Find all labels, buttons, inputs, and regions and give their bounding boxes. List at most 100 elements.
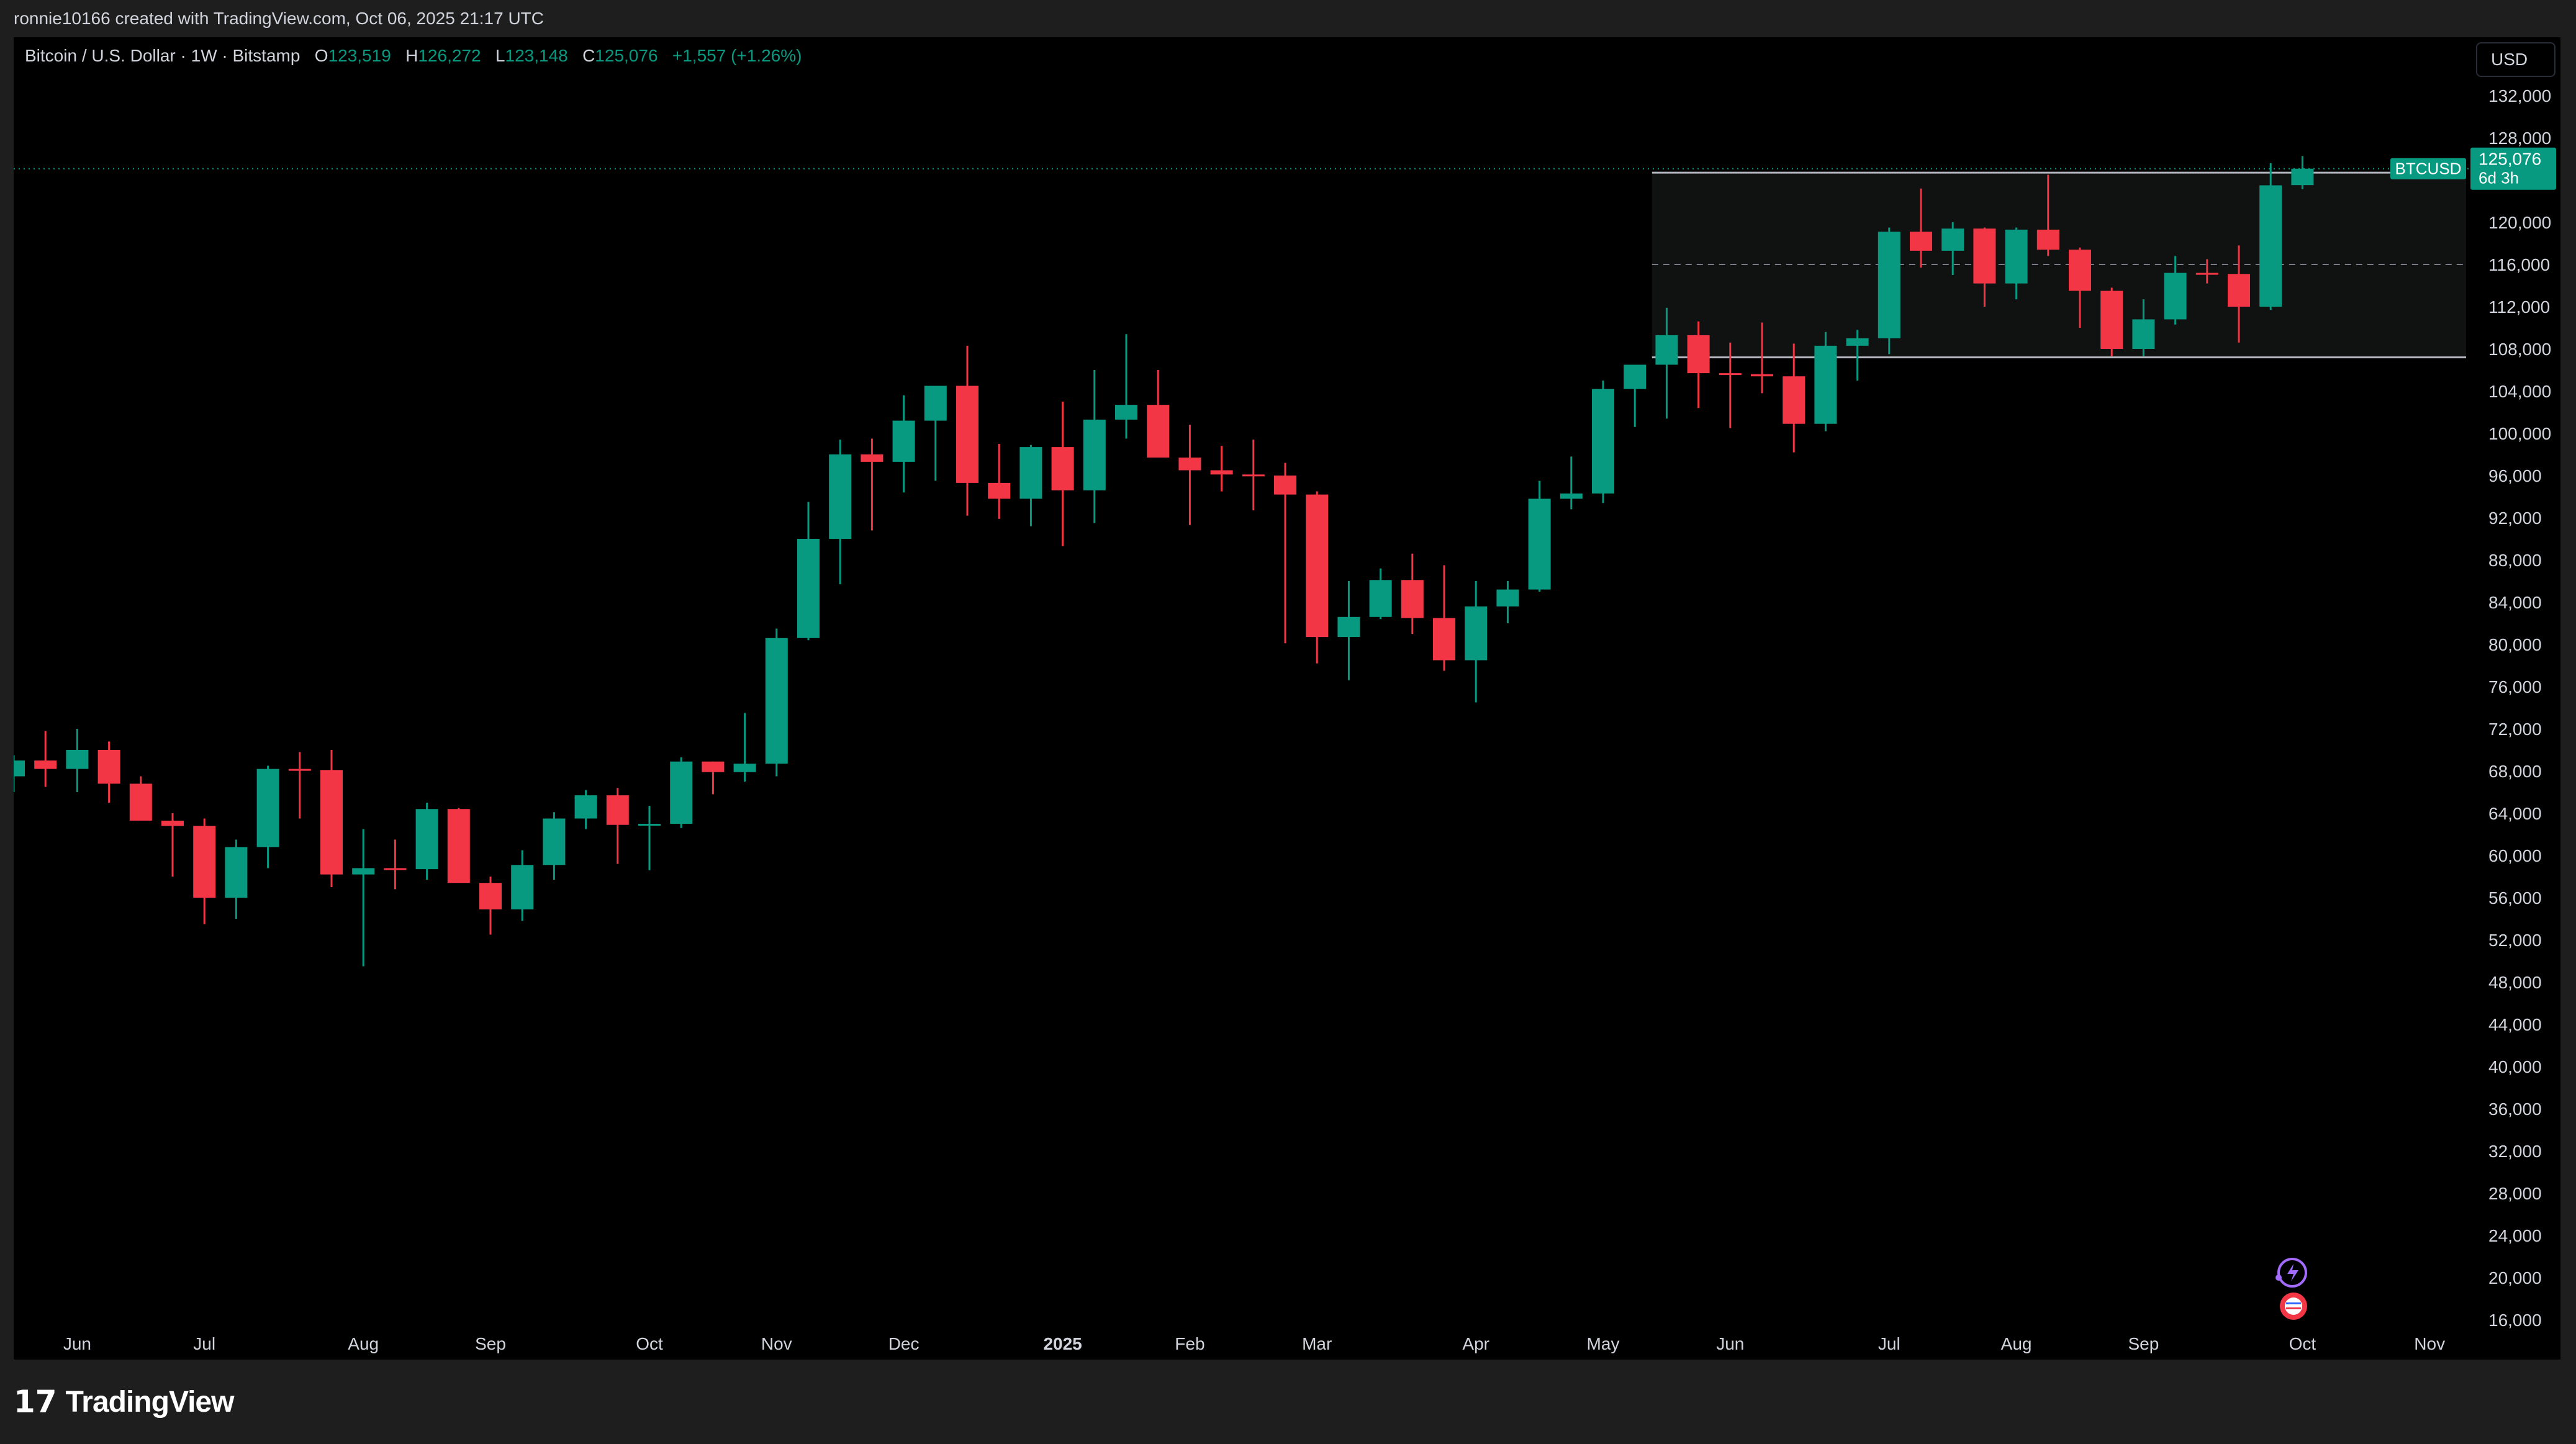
candle[interactable] (1306, 491, 1329, 664)
candle[interactable] (2100, 287, 2123, 356)
candle[interactable] (225, 839, 248, 919)
symbol-legend[interactable]: Bitcoin / U.S. Dollar · 1W · Bitstamp O1… (25, 46, 802, 66)
candle[interactable] (511, 850, 534, 921)
candle[interactable] (1687, 321, 1710, 408)
candle[interactable] (733, 713, 756, 782)
candle-body (702, 761, 725, 772)
candle[interactable] (543, 812, 566, 880)
candle[interactable] (256, 765, 279, 869)
candle[interactable] (2036, 174, 2059, 256)
time-tick-label: Mar (1302, 1334, 1332, 1353)
candle[interactable] (2228, 245, 2250, 343)
candle[interactable] (670, 757, 693, 828)
time-tick-label: Jul (193, 1334, 215, 1353)
candle[interactable] (797, 502, 820, 641)
candle-body (1783, 376, 1805, 424)
candle[interactable] (384, 839, 407, 890)
candle[interactable] (1496, 581, 1519, 623)
candle[interactable] (1973, 227, 1996, 307)
candle[interactable] (320, 750, 343, 887)
candle[interactable] (1178, 425, 1201, 525)
candle-body (797, 539, 820, 638)
chart-area[interactable]: 16,000 20,000 24,000 28,000 32,000 36,000 40,0… (14, 37, 2560, 1360)
candle[interactable] (1083, 370, 1106, 523)
candle[interactable] (2164, 256, 2187, 325)
price-tick-label: 24,000 (2488, 1226, 2542, 1245)
candle-body (479, 883, 502, 909)
candle[interactable] (2291, 156, 2314, 189)
candle[interactable] (1210, 446, 1233, 492)
candle[interactable] (2069, 247, 2091, 328)
candle[interactable] (1846, 330, 1869, 381)
price-tick-label: 88,000 (2488, 551, 2542, 570)
candle-body (1592, 389, 1614, 494)
last-price-tag[interactable] (2470, 147, 2556, 190)
candlestick-chart[interactable]: 16,000 20,000 24,000 28,000 32,000 36,000 40,0… (14, 37, 2560, 1360)
candle[interactable] (1560, 456, 1583, 510)
tradingview-logo[interactable]: 17 TradingView (14, 1383, 234, 1420)
candle[interactable] (66, 729, 89, 792)
candle[interactable] (2195, 259, 2218, 284)
candle[interactable] (1592, 381, 1614, 503)
currency-button[interactable]: USD (2476, 42, 2556, 77)
candle[interactable] (638, 806, 661, 870)
candle[interactable] (129, 776, 152, 821)
candle[interactable] (288, 752, 311, 819)
candle[interactable] (1751, 322, 1773, 394)
candle[interactable] (829, 440, 852, 585)
candle[interactable] (606, 788, 629, 864)
candle[interactable] (988, 444, 1011, 519)
candle[interactable] (1401, 553, 1424, 634)
candle[interactable] (892, 395, 915, 493)
candle[interactable] (1115, 334, 1137, 439)
candle[interactable] (14, 755, 25, 793)
candle[interactable] (415, 803, 438, 880)
price-axis[interactable]: 16,000 20,000 24,000 28,000 32,000 36,000 40,0… (2488, 86, 2551, 1330)
candle[interactable] (1528, 481, 1551, 592)
candle[interactable] (1242, 440, 1265, 511)
candle[interactable] (574, 790, 597, 829)
candle[interactable] (1147, 370, 1170, 458)
candle[interactable] (765, 628, 788, 777)
candle[interactable] (479, 877, 502, 935)
candle[interactable] (1465, 581, 1488, 703)
candle[interactable] (2005, 227, 2028, 300)
candle[interactable] (97, 741, 120, 803)
candle[interactable] (1019, 444, 1042, 526)
candle-body (1687, 335, 1710, 374)
candle[interactable] (956, 345, 978, 516)
candle[interactable] (861, 438, 884, 531)
candle[interactable] (161, 813, 184, 877)
candle[interactable] (1941, 222, 1964, 275)
candle[interactable] (2132, 299, 2155, 356)
candle[interactable] (2259, 163, 2282, 310)
candle[interactable] (1337, 581, 1360, 680)
candle[interactable] (1274, 463, 1296, 644)
candle[interactable] (352, 829, 375, 967)
candle[interactable] (1878, 227, 1900, 354)
candle[interactable] (447, 808, 470, 883)
candle[interactable] (1433, 565, 1455, 671)
candle-body (1210, 470, 1233, 475)
time-axis[interactable]: Jun Jul Aug Sep Oct Nov Dec 2025 Feb Mar Apr May Jun… (63, 1334, 2445, 1353)
candle[interactable] (1814, 332, 1837, 431)
time-tick-label: Oct (2289, 1334, 2316, 1353)
low-value: 123,148 (505, 46, 568, 65)
candle[interactable] (924, 386, 947, 481)
candle[interactable] (702, 761, 725, 795)
candle[interactable] (1910, 188, 1932, 268)
candle[interactable] (1369, 568, 1392, 620)
symbol-title[interactable]: Bitcoin / U.S. Dollar · 1W · Bitstamp (25, 46, 301, 65)
candle[interactable] (193, 818, 216, 924)
candle[interactable] (1051, 402, 1074, 546)
flash-event-icon[interactable] (2277, 1258, 2307, 1288)
candle[interactable] (1783, 343, 1805, 453)
candle[interactable] (34, 731, 57, 787)
tradingview-logo-icon: 17 (14, 1384, 57, 1420)
candle[interactable] (1719, 342, 1742, 428)
candle[interactable] (1624, 364, 1647, 427)
candle-body (1528, 499, 1551, 590)
candle[interactable] (1655, 307, 1678, 419)
time-tick-label: Oct (636, 1334, 663, 1353)
last-price-value: 125,076 (2479, 150, 2541, 169)
